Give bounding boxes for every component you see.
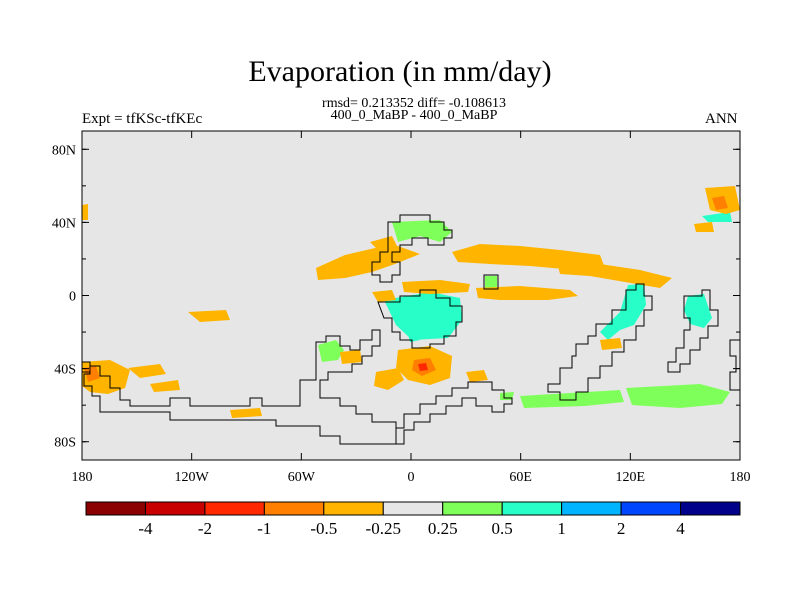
- colorbar: -4 -2 -1 -0.5 -0.25 0.25 0.5 1 2 4: [85, 501, 741, 538]
- colorbar-swatch: [263, 501, 325, 516]
- fill-pacific-teal: [684, 294, 712, 328]
- fill-south-atlantic-orange: [340, 350, 362, 364]
- fill-mid-lat-orange-2: [370, 236, 398, 250]
- experiment-label: Expt = tfKSc-tfKEc: [82, 111, 203, 127]
- colorbar-label: -1: [257, 519, 271, 538]
- fill-nw-pacific-orange: [558, 264, 672, 288]
- colorbar-label: 4: [676, 519, 685, 538]
- y-tick-label: 40N: [52, 216, 76, 231]
- fill-indian-orange: [466, 370, 488, 382]
- strong-negative-fills: [84, 196, 728, 382]
- x-tick-label: 0: [408, 470, 415, 485]
- coastline-west-edge: [82, 361, 91, 373]
- fill-indian-teal: [600, 284, 646, 340]
- colorbar-swatch: [382, 501, 444, 516]
- fill-atlantic-green: [318, 340, 344, 362]
- fill-east-pacific-orange: [188, 310, 230, 322]
- fill-south-indian-green: [520, 390, 624, 408]
- colorbar-swatch: [144, 501, 206, 516]
- fill-equator-orange-3: [372, 290, 396, 302]
- season-label: ANN: [705, 111, 738, 127]
- fill-west-edge-orange: [82, 204, 88, 220]
- colorbar-label: -4: [138, 519, 153, 538]
- y-tick-label: 0: [69, 290, 76, 305]
- fill-asia-north-green: [392, 220, 452, 242]
- y-tick-label: 80N: [52, 143, 76, 158]
- x-tick-label: 60W: [288, 470, 316, 485]
- coastline-south-shelf: [396, 381, 513, 445]
- map-axes: 180 120W 60W 0 60E 120E 180 80N 40N 0 40S 80S: [52, 131, 751, 485]
- colorbar-label: 2: [617, 519, 626, 538]
- colorbar-swatch: [323, 501, 384, 516]
- stats-line: rmsd= 0.213352 diff= -0.108613: [322, 96, 506, 111]
- x-tick-label: 120E: [616, 470, 646, 485]
- fill-south-pacific-red: [84, 366, 100, 382]
- coastline-south-continent: [83, 329, 397, 445]
- fill-nw-pacific-teal: [702, 212, 732, 222]
- fill-south-pacific-orange-3: [150, 380, 180, 392]
- x-tick-label: 120W: [175, 470, 210, 485]
- fill-atlantic-orange: [374, 368, 404, 390]
- colorbar-swatch: [680, 501, 741, 516]
- fill-south-ocean-orange: [230, 408, 262, 418]
- x-tick-label: 180: [730, 470, 751, 485]
- colorbar-swatch: [501, 501, 563, 516]
- positive-anomaly-fills: [318, 212, 732, 408]
- coastline-pacific-box: [483, 274, 499, 290]
- fill-pacific-box-green: [485, 276, 497, 288]
- fill-pacific-orange-small: [694, 222, 714, 232]
- fill-africa-teal-edge: [404, 312, 420, 342]
- coastline-north-continent: [371, 214, 453, 283]
- fill-africa-darkred: [418, 363, 428, 371]
- colorbar-label: 1: [557, 519, 566, 538]
- colorbar-swatch: [442, 501, 503, 516]
- fill-africa-teal: [384, 292, 462, 340]
- fill-south-pacific-orange-2: [128, 364, 166, 378]
- fill-equator-orange-1: [476, 286, 578, 300]
- plot-subtitle: 400_0_MaBP - 400_0_MaBP: [330, 108, 498, 123]
- x-tick-label: 60E: [509, 470, 532, 485]
- colorbar-label: -2: [198, 519, 212, 538]
- x-tick-label: 180: [72, 470, 93, 485]
- map-panel: [81, 130, 741, 461]
- colorbar-swatch: [85, 501, 146, 516]
- y-tick-label: 80S: [54, 436, 76, 451]
- coastline-east-isle: [667, 289, 719, 373]
- fill-asia-orange: [452, 244, 605, 270]
- coastline-africa: [377, 289, 463, 349]
- colorbar-label: -0.5: [310, 519, 337, 538]
- colorbar-label: 0.5: [492, 519, 513, 538]
- fill-south-pacific-green: [626, 384, 730, 408]
- colorbar-label: 0.25: [428, 519, 458, 538]
- colorbar-swatch: [561, 501, 622, 516]
- fill-equator-orange-2: [402, 280, 470, 294]
- fill-nw-pacific-red: [712, 196, 728, 210]
- colorbar-label: -0.25: [366, 519, 401, 538]
- plot-title: Evaporation (in mm/day): [248, 55, 552, 88]
- colorbar-swatch: [620, 501, 682, 516]
- fill-sw-orange: [600, 338, 622, 350]
- colorbar-swatch: [204, 501, 265, 516]
- fill-mid-lat-orange-1: [316, 246, 420, 280]
- coastline-east-continent: [547, 283, 653, 401]
- y-tick-label: 40S: [54, 363, 76, 378]
